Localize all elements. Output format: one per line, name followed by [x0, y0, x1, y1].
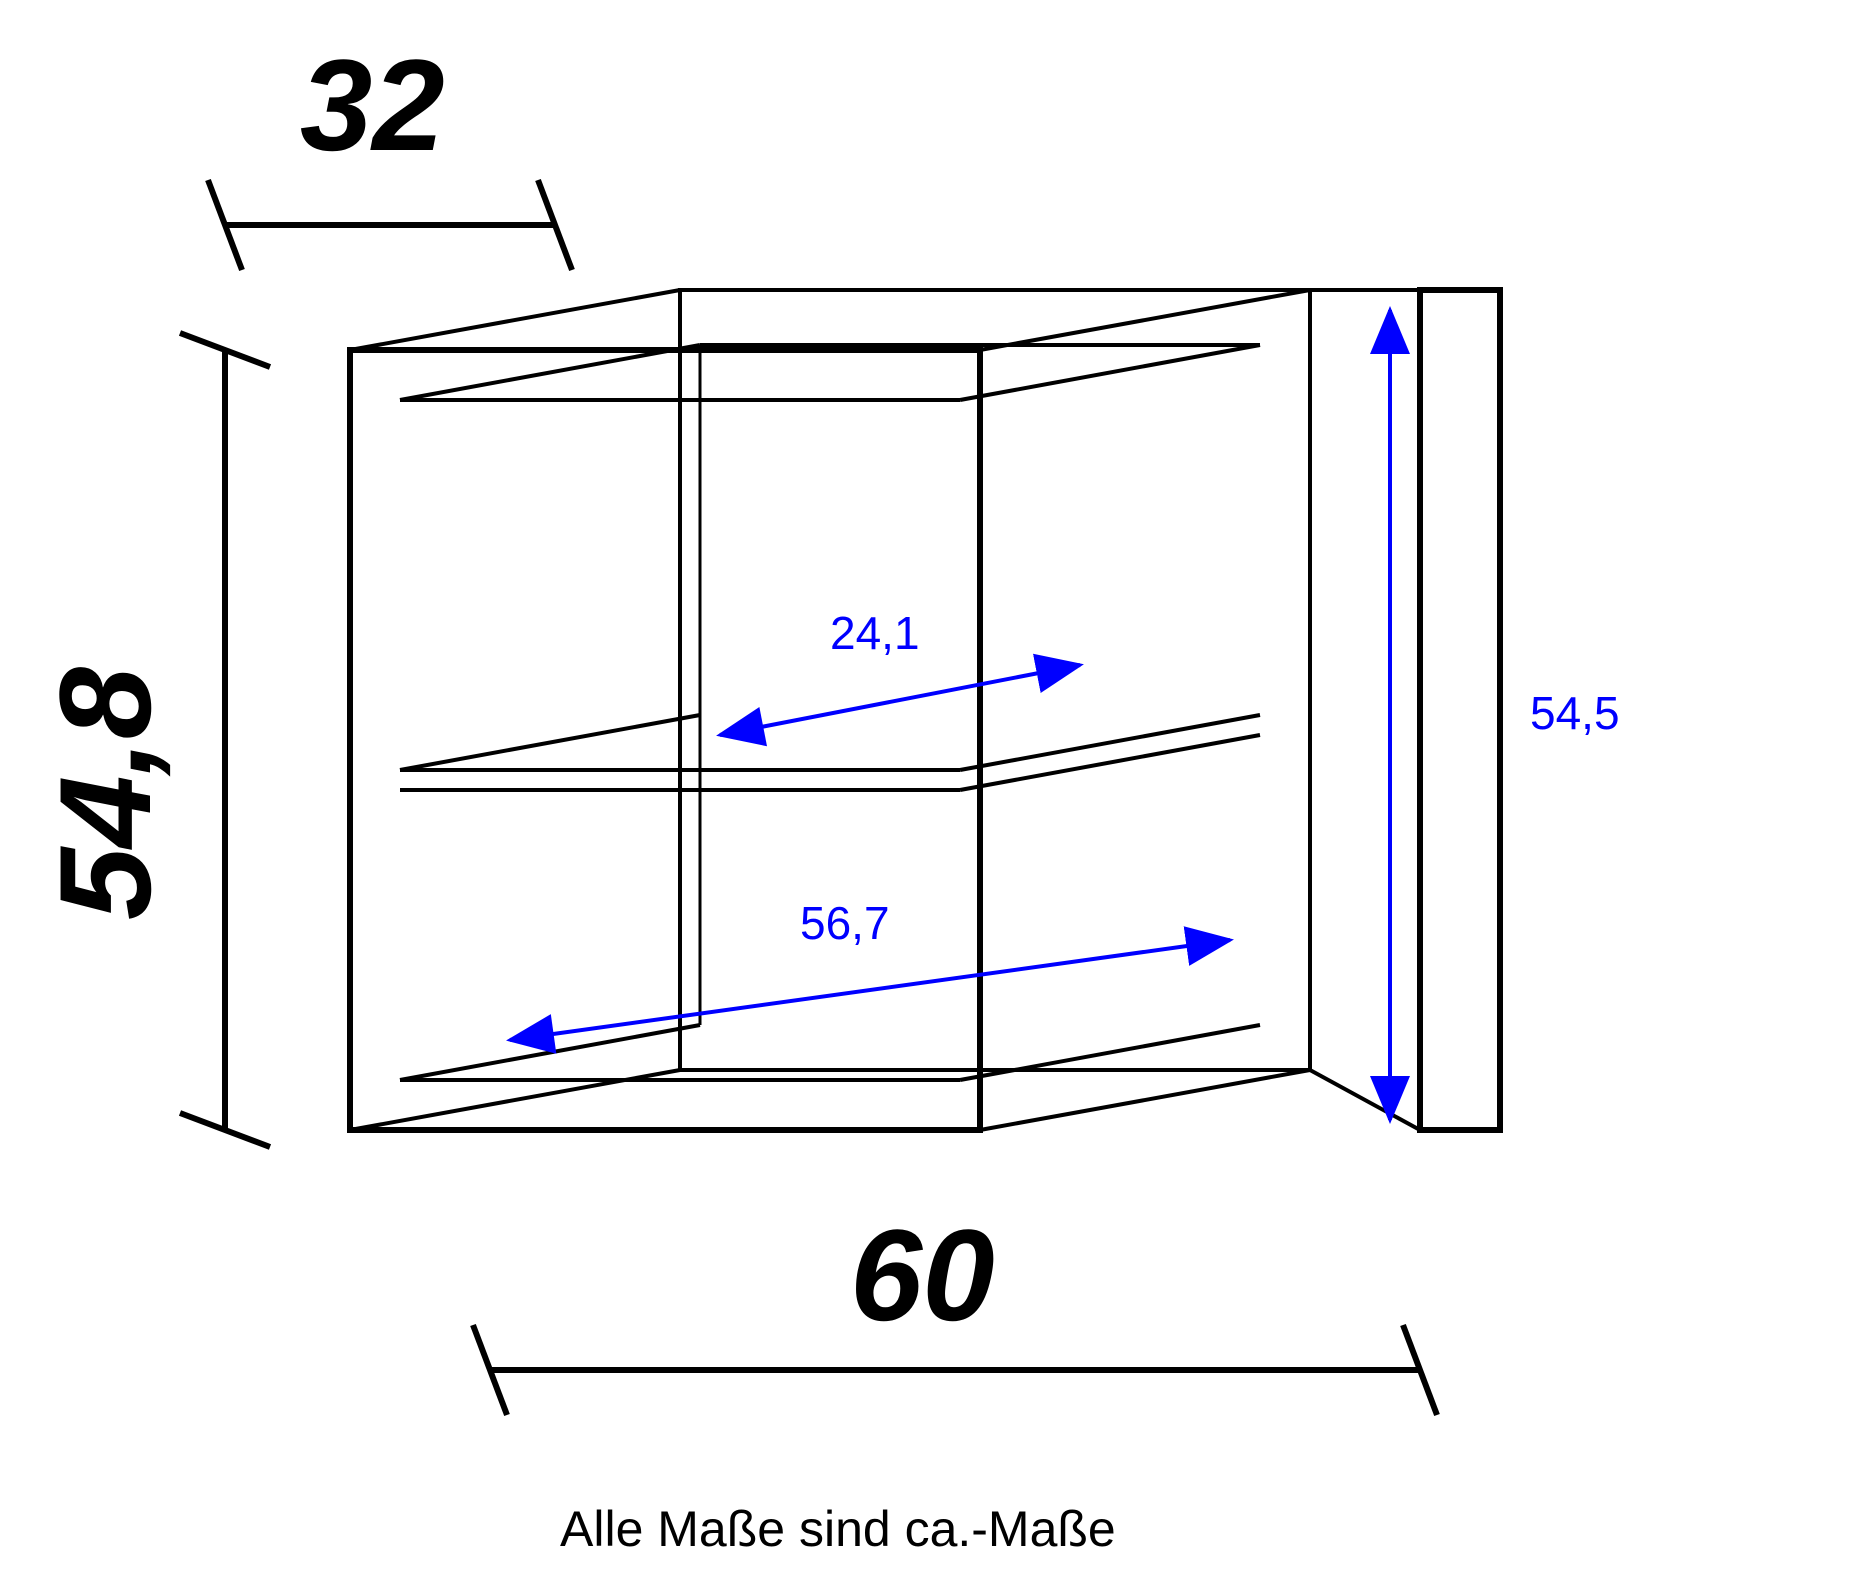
drawing-svg [0, 0, 1866, 1594]
cabinet-body [350, 290, 1310, 1130]
dim-interior-width-label: 56,7 [800, 900, 890, 946]
dim-depth-label: 32 [300, 40, 445, 170]
dim-door-height-label: 54,5 [1530, 690, 1620, 736]
caption-text: Alle Maße sind ca.-Maße [560, 1500, 1116, 1558]
diagram-stage: 32 54,8 60 24,1 56,7 54,5 Alle Maße sind… [0, 0, 1866, 1594]
cabinet-door [1310, 290, 1500, 1130]
dim-shelf-depth-label: 24,1 [830, 610, 920, 656]
outer-dimension-ticks [180, 180, 1437, 1415]
dim-height-label: 54,8 [40, 667, 170, 920]
dim-width-label: 60 [850, 1210, 995, 1340]
